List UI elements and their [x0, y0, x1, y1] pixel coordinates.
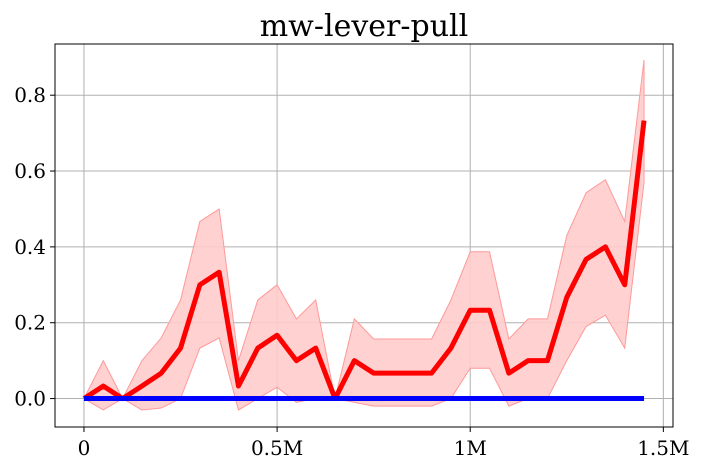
x-tick-label: 0.5M	[251, 436, 303, 460]
y-tick-label: 0.4	[14, 235, 46, 259]
series-0-line	[82, 120, 647, 402]
y-tick-label: 0.2	[14, 311, 46, 335]
series-0-band	[83, 59, 645, 411]
x-tick-label: 1.5M	[637, 436, 689, 460]
y-tick-label: 0.8	[14, 83, 46, 107]
y-tick-label: 0.0	[14, 387, 46, 411]
confidence-bands	[83, 59, 645, 411]
y-axis-ticks: 0.0 0.2 0.4 0.6 0.8	[14, 83, 55, 411]
chart-title: mw-lever-pull	[260, 9, 469, 44]
y-tick-label: 0.6	[14, 159, 46, 183]
series-lines	[82, 120, 647, 402]
x-tick-label: 0	[78, 436, 91, 460]
x-axis-ticks: 0 0.5M 1M 1.5M	[78, 427, 689, 460]
x-tick-label: 1M	[454, 436, 487, 460]
plot-frame	[54, 43, 674, 428]
